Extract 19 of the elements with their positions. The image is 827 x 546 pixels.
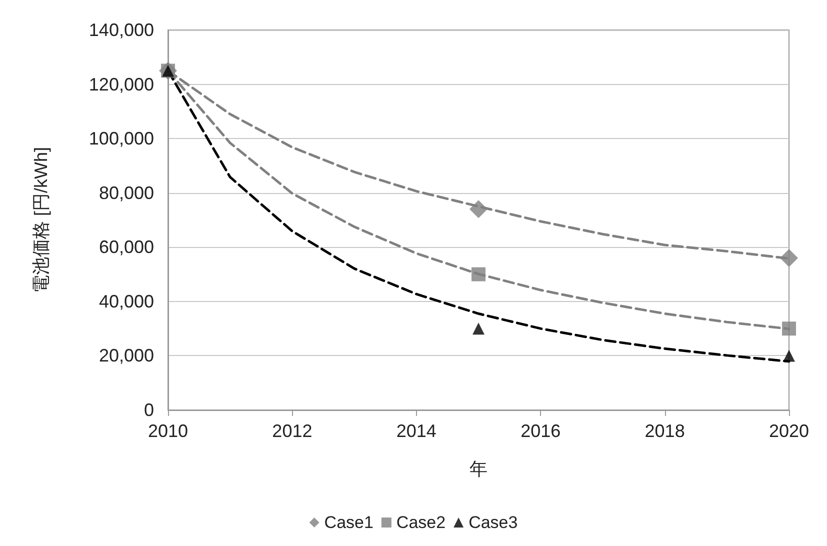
x-tick-label: 2016 — [520, 421, 561, 441]
y-tick-label: 0 — [144, 400, 154, 420]
y-tick-label: 140,000 — [88, 20, 154, 40]
x-tick-label: 2010 — [148, 421, 188, 441]
x-tick-label: 2020 — [768, 421, 810, 441]
x-tick-label: 2012 — [272, 421, 312, 441]
legend-label: Case3 — [468, 513, 518, 532]
x-tick-label: 2014 — [396, 421, 436, 441]
legend-label: Case1 — [324, 513, 374, 532]
y-tick-label: 80,000 — [98, 182, 154, 203]
y-tick-label: 60,000 — [98, 237, 154, 258]
x-axis-title: 年 — [470, 459, 488, 479]
y-axis-title: 電池価格 [円/kWh] — [31, 146, 51, 294]
legend-label: Case2 — [396, 513, 446, 532]
x-tick-label: 2018 — [644, 421, 685, 441]
y-tick-label: 20,000 — [98, 346, 154, 366]
y-tick-label: 120,000 — [88, 74, 154, 94]
y-tick-label: 40,000 — [98, 291, 154, 312]
y-tick-label: 100,000 — [88, 128, 154, 149]
